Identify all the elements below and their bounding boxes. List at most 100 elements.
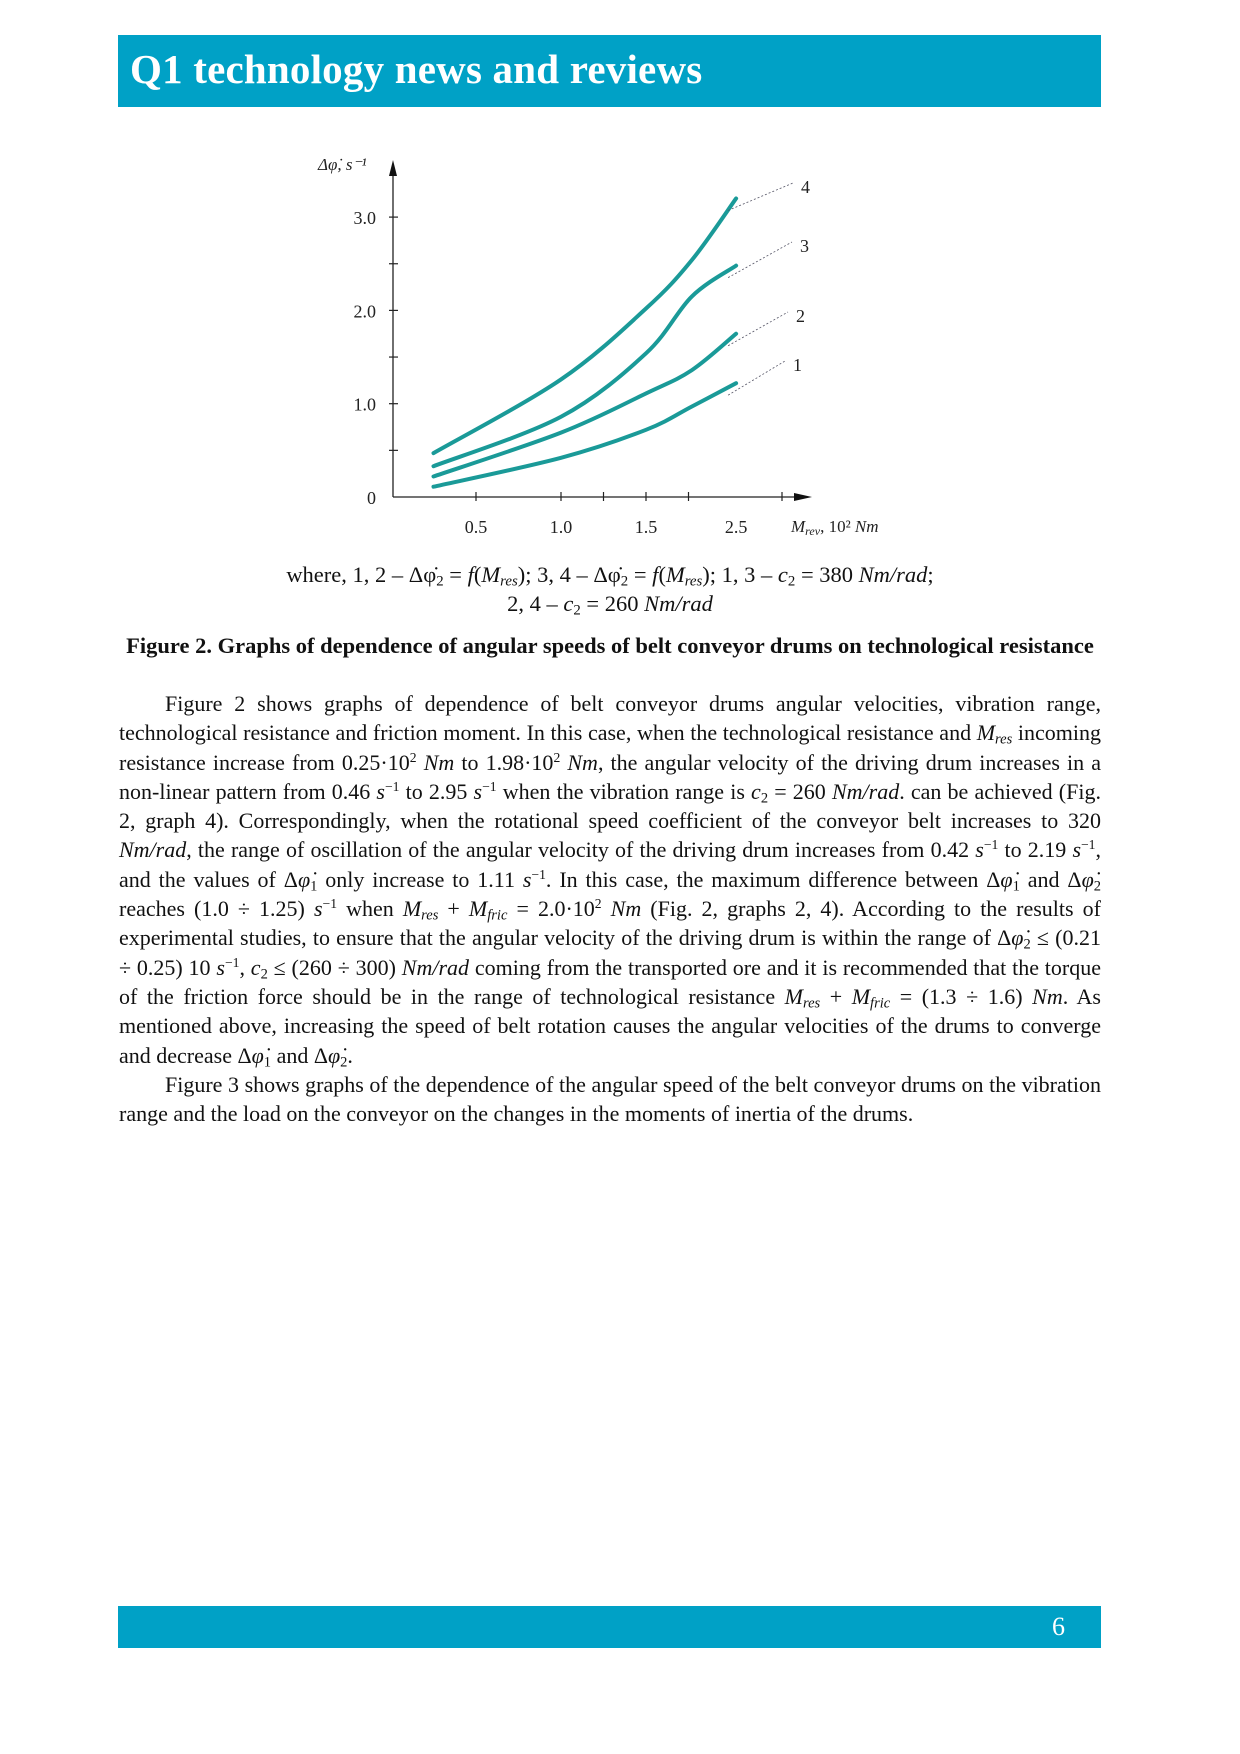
x-axis-label-part: , 10²	[820, 517, 855, 536]
text-segment: −1	[983, 837, 999, 853]
legend-note-segment: where, 1, 2 – Δφ̇	[286, 562, 437, 587]
x-tick-label: 1.5	[635, 517, 658, 537]
text-segment: , the angular velocity of the driving dr…	[119, 749, 1102, 804]
text-segment: and Δ	[1019, 866, 1082, 892]
series-leader-line-2	[727, 311, 789, 347]
x-tick-label: 2.5	[725, 517, 748, 537]
text-segment: Nm	[423, 749, 455, 775]
y-tick-label: 1.0	[354, 395, 377, 415]
text-segment: M	[402, 896, 422, 922]
text-segment: φ̇	[251, 1042, 264, 1068]
text-segment: 2	[1023, 937, 1031, 953]
text-segment: Figure 2 shows graphs of dependence of b…	[119, 691, 1101, 746]
legend-note-segment: res	[684, 573, 703, 590]
series-line-2	[431, 331, 739, 479]
legend-note-line: 2, 4 – c2 = 260 Nm/rad	[119, 589, 1101, 618]
text-segment: when the vibration range is	[496, 778, 752, 804]
text-segment: φ̇	[1000, 866, 1013, 892]
text-segment: s	[313, 896, 323, 922]
series-leader-line-4	[727, 182, 794, 211]
text-segment: Figure 3 shows graphs of the dependence …	[119, 1071, 1101, 1127]
legend-note-segment: Nm/rad	[858, 562, 928, 587]
legend-note-segment: 2	[436, 573, 444, 590]
legend-note-segment: =	[443, 562, 468, 587]
text-segment: reaches (1.0 ÷ 1.25)	[119, 896, 314, 922]
text-segment: . In this case, the maximum difference b…	[545, 866, 1001, 892]
text-segment: Nm	[567, 749, 598, 775]
text-segment: to 2.19	[998, 837, 1073, 863]
y-axis-arrow	[389, 160, 397, 176]
text-segment: φ̇	[327, 1042, 341, 1068]
legend-note-segment: c	[563, 591, 574, 616]
legend-note-segment: = 260	[580, 591, 645, 616]
x-axis-arrow	[794, 493, 812, 501]
series-label-2: 2	[796, 306, 805, 326]
series-leader-line-3	[727, 241, 793, 278]
series-line-3	[431, 263, 739, 469]
journal-header-bar: Q1 technology news and reviews	[118, 35, 1101, 107]
text-segment: ≤ (260 ÷ 300)	[267, 954, 402, 980]
text-segment: c	[250, 954, 261, 980]
text-segment: res	[802, 995, 821, 1012]
text-segment: 2	[260, 966, 268, 983]
x-axis-label-part: Nm	[854, 517, 879, 536]
series-label-4: 4	[801, 177, 810, 197]
text-segment: c	[751, 778, 761, 804]
legend-note-segment: 2, 4 –	[507, 591, 564, 616]
legend-note-segment: res	[500, 573, 518, 590]
text-segment: 2	[594, 895, 602, 911]
legend-note-segment: M	[481, 562, 501, 587]
legend-note-line: where, 1, 2 – Δφ̇2 = f(Mres); 3, 4 – Δφ̇…	[119, 560, 1101, 589]
text-segment: Nm/rad	[401, 954, 470, 980]
series-line-4	[431, 196, 739, 456]
text-segment: 2	[1093, 878, 1101, 895]
text-segment: −1	[531, 866, 546, 882]
text-segment: Nm	[1032, 983, 1063, 1009]
text-segment: , the range of oscillation of the angula…	[186, 837, 976, 863]
text-segment: .	[347, 1042, 353, 1068]
legend-note-segment: M	[665, 562, 685, 587]
text-segment: s	[1072, 837, 1081, 863]
legend-note-segment: f	[652, 562, 659, 587]
text-segment: to 2.95	[399, 778, 474, 804]
x-axis-label-part: M	[790, 517, 806, 536]
text-segment: = 2.0·10	[507, 896, 595, 922]
text-segment: +	[820, 983, 852, 1009]
y-tick-label: 0	[367, 488, 376, 508]
text-segment: fric	[870, 995, 891, 1012]
page-number: 6	[1052, 1612, 1065, 1641]
text-segment: res	[421, 907, 439, 924]
x-tick-label: 0.5	[465, 517, 488, 537]
legend-note-segment: f	[467, 562, 474, 587]
series-line-1	[431, 381, 739, 489]
text-segment	[417, 750, 424, 775]
text-segment: −1	[1081, 837, 1096, 853]
text-segment: s	[376, 778, 385, 804]
text-segment: +	[438, 896, 469, 922]
text-segment: ,	[239, 954, 251, 980]
footer-bar: 6	[118, 1606, 1101, 1648]
text-segment: 2	[553, 749, 561, 765]
text-segment: 1	[263, 1054, 272, 1071]
legend-note-segment: c	[777, 562, 788, 587]
legend-note-segment: =	[628, 562, 653, 587]
text-segment: s	[473, 778, 483, 804]
x-tick-label: 1.0	[550, 517, 573, 537]
paragraph: Figure 3 shows graphs of the dependence …	[119, 1070, 1101, 1129]
text-segment: = (1.3 ÷ 1.6)	[890, 983, 1033, 1009]
legend-note-segment: ;	[927, 562, 934, 587]
legend-note-segment: ); 3, 4 – Δφ̇	[517, 562, 621, 587]
text-segment: 2	[760, 790, 769, 807]
text-segment: fric	[487, 907, 508, 924]
text-segment: when	[337, 896, 403, 922]
series-leader-line-1	[727, 360, 786, 396]
text-segment: and Δ	[271, 1042, 328, 1068]
legend-note-segment: 2	[620, 573, 629, 590]
text-segment: M	[851, 983, 871, 1009]
legend-note-segment: = 380	[795, 562, 859, 587]
text-segment	[602, 896, 611, 921]
journal-title: Q1 technology news and reviews	[130, 46, 703, 92]
text-segment: . can be achieved (Fig. 2, graph 4). Cor…	[119, 778, 1101, 834]
x-axis-label: Mrev, 10² Nm	[790, 517, 879, 538]
text-segment: Nm	[610, 896, 642, 922]
